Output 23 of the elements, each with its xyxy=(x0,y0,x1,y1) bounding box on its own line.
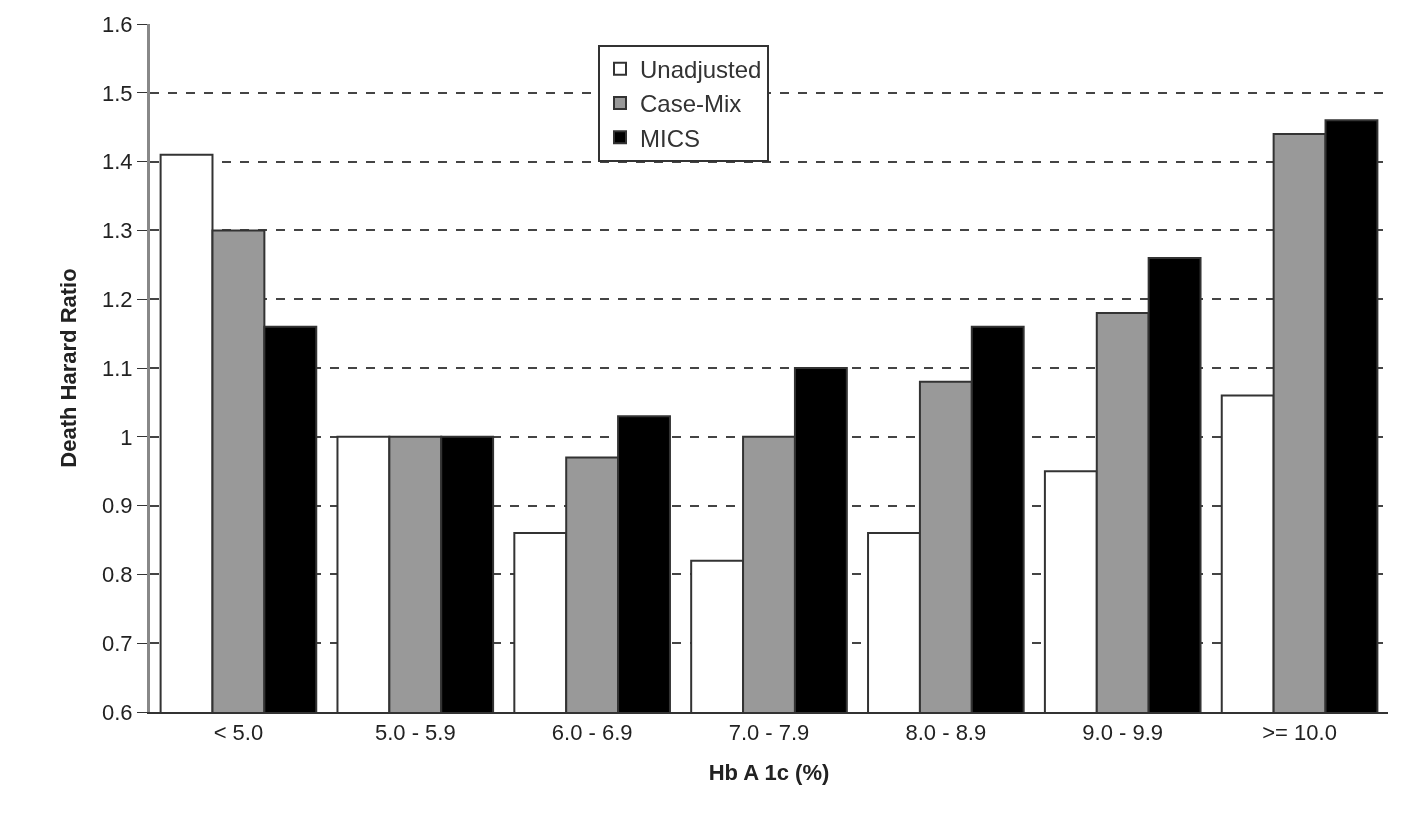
x-tick-label: 9.0 - 9.9 xyxy=(1082,720,1164,746)
y-tick-label: 1.2 xyxy=(102,286,133,312)
y-tick-label: 0.7 xyxy=(102,630,133,656)
y-tick-label: 0.6 xyxy=(102,699,133,725)
legend-label: Unadjusted xyxy=(640,56,762,84)
y-tick-label: 0.9 xyxy=(102,493,133,519)
x-tick-label: 6.0 - 6.9 xyxy=(551,720,633,746)
y-tick-label: 1.3 xyxy=(102,218,133,244)
y-tick-label: 1 xyxy=(120,424,133,450)
legend-label: MICS xyxy=(640,124,700,152)
x-tick-label: >= 10.0 xyxy=(1262,720,1337,746)
x-tick-label: < 5.0 xyxy=(213,720,264,746)
y-tick-label: 1.1 xyxy=(102,355,133,381)
y-tick-label: 1.6 xyxy=(102,11,133,37)
y-tick-label: 1.5 xyxy=(102,80,133,106)
legend-label: Case-Mix xyxy=(640,90,742,118)
y-tick-label: 1.4 xyxy=(102,149,133,175)
y-tick-label: 0.8 xyxy=(102,562,133,588)
x-axis-title: Hb A 1c (%) xyxy=(708,759,830,785)
y-axis-title: Death Harard Ratio xyxy=(55,268,81,468)
x-tick-label: 5.0 - 5.9 xyxy=(374,720,456,746)
x-tick-label: 8.0 - 8.9 xyxy=(905,720,987,746)
x-tick-label: 7.0 - 7.9 xyxy=(728,720,810,746)
